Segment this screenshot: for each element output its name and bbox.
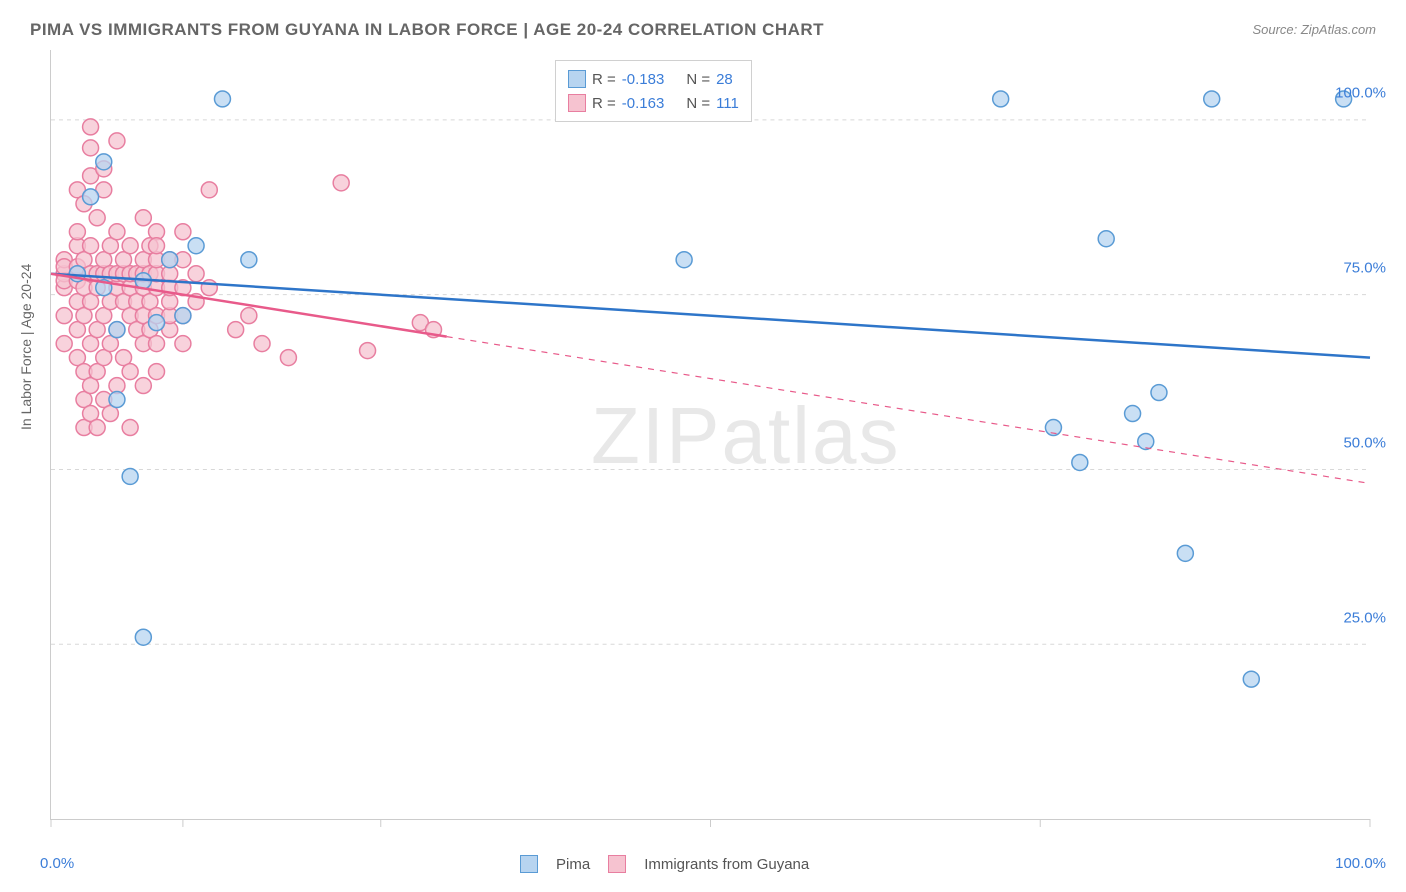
legend-swatch-guyana <box>568 94 586 112</box>
legend-row-pima: R = -0.183 N = 28 <box>568 67 739 91</box>
chart-title: PIMA VS IMMIGRANTS FROM GUYANA IN LABOR … <box>30 20 824 40</box>
n-label: N = <box>686 95 710 112</box>
correlation-legend: R = -0.183 N = 28 R = -0.163 N = 111 <box>555 60 752 122</box>
legend-swatch-pima <box>568 70 586 88</box>
r-label: R = <box>592 95 616 112</box>
legend-row-guyana: R = -0.163 N = 111 <box>568 91 739 115</box>
series-legend: Pima Immigrants from Guyana <box>520 855 809 873</box>
n-value-pima: 28 <box>716 71 733 88</box>
source-label: Source: ZipAtlas.com <box>1252 22 1376 37</box>
plot-area: ZIPatlas <box>50 50 1370 820</box>
n-label: N = <box>686 71 710 88</box>
r-value-pima: -0.183 <box>622 71 665 88</box>
x-tick-100: 100.0% <box>1335 855 1386 872</box>
legend-swatch-guyana-bottom <box>608 855 626 873</box>
legend-label-guyana: Immigrants from Guyana <box>644 856 809 873</box>
y-axis-label: In Labor Force | Age 20-24 <box>18 264 34 430</box>
chart-svg <box>51 50 1370 819</box>
y-tick-25: 25.0% <box>1343 610 1386 627</box>
y-tick-100: 100.0% <box>1335 85 1386 102</box>
y-tick-50: 50.0% <box>1343 435 1386 452</box>
legend-label-pima: Pima <box>556 856 590 873</box>
r-label: R = <box>592 71 616 88</box>
r-value-guyana: -0.163 <box>622 95 665 112</box>
legend-swatch-pima-bottom <box>520 855 538 873</box>
y-tick-75: 75.0% <box>1343 260 1386 277</box>
x-tick-0: 0.0% <box>40 855 74 872</box>
n-value-guyana: 111 <box>716 95 739 112</box>
